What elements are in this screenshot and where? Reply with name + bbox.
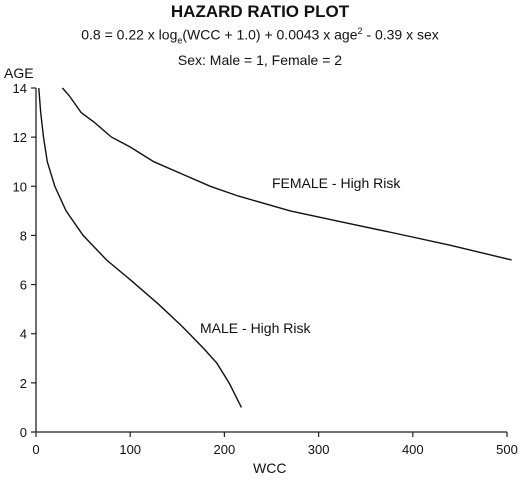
x-tick-label: 300 bbox=[308, 442, 330, 457]
male-high-risk-line bbox=[38, 87, 243, 408]
female-high-risk-line bbox=[61, 87, 512, 261]
series-lines bbox=[38, 87, 512, 408]
formula-part-2: (WCC + 1.0) + 0.0043 x age bbox=[182, 26, 358, 43]
x-tick-label: 100 bbox=[119, 442, 141, 457]
formula-subscript: e bbox=[177, 35, 183, 46]
formula-superscript: 2 bbox=[357, 26, 363, 36]
female-series-label: FEMALE - High Risk bbox=[272, 175, 401, 191]
y-tick-label: 14 bbox=[13, 81, 27, 96]
y-tick-label: 4 bbox=[20, 327, 27, 342]
y-tick-label: 10 bbox=[13, 179, 27, 194]
y-tick-label: 2 bbox=[20, 376, 27, 391]
y-tick-label: 6 bbox=[20, 278, 27, 293]
formula-part-1: 0.8 = 0.22 x log bbox=[81, 26, 178, 43]
x-tick-label: 500 bbox=[496, 442, 518, 457]
y-tick-label: 8 bbox=[20, 228, 27, 243]
male-series-label: MALE - High Risk bbox=[200, 320, 311, 336]
y-tick-label: 0 bbox=[20, 425, 27, 440]
chart-title: HAZARD RATIO PLOT bbox=[170, 2, 350, 21]
x-tick-label: 0 bbox=[32, 442, 39, 457]
formula-part-3: - 0.39 x sex bbox=[362, 26, 439, 43]
axes: 0 2 4 6 8 10 12 14 0 100 200 300 400 500 bbox=[13, 81, 518, 457]
y-axis-label: AGE bbox=[4, 65, 34, 81]
x-axis-label: WCC bbox=[253, 460, 286, 476]
formula: 0.8 = 0.22 x loge(WCC + 1.0) + 0.0043 x … bbox=[0, 26, 520, 45]
x-tick-label: 400 bbox=[402, 442, 424, 457]
chart-subtitle: Sex: Male = 1, Female = 2 bbox=[177, 52, 343, 68]
x-tick-label: 200 bbox=[214, 442, 236, 457]
y-tick-label: 12 bbox=[13, 130, 27, 145]
